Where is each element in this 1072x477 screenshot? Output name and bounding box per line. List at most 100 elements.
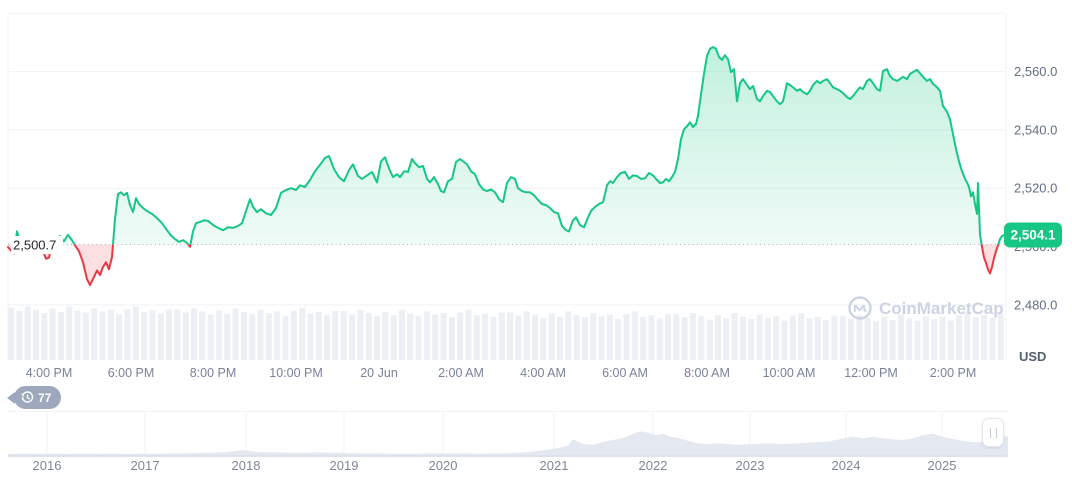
history-count-badge[interactable]: 77 — [6, 386, 62, 409]
x-tick-label: 12:00 PM — [844, 366, 898, 380]
volume-bar — [906, 318, 913, 360]
x-axis-labels: 4:00 PM 6:00 PM 8:00 PM 10:00 PM 20 Jun 2:00 … — [0, 366, 1072, 384]
volume-bar — [781, 320, 788, 360]
coinmarketcap-watermark: CoinMarketCap — [848, 296, 1004, 320]
volume-bar — [473, 315, 480, 360]
area-fill-up — [8, 47, 1005, 245]
volume-bar — [690, 313, 697, 360]
volume-bar — [232, 308, 239, 360]
volume-bar — [382, 311, 389, 360]
volume-bar — [91, 308, 98, 360]
area-fill-down — [8, 244, 1005, 285]
volume-bar — [723, 318, 730, 360]
volume-bar — [956, 315, 963, 360]
price-series — [7, 46, 1006, 286]
minimap-area — [8, 431, 1008, 457]
volume-bar — [99, 311, 106, 360]
volume-bar — [964, 312, 971, 360]
previous-close-label: 2,500.7 — [11, 236, 63, 254]
y-tick-label: 2,520.0 — [1014, 181, 1057, 196]
year-label: 2017 — [130, 458, 160, 473]
history-clock-icon — [21, 391, 34, 403]
volume-bar — [523, 311, 530, 360]
volume-bar — [182, 312, 189, 360]
volume-bar — [714, 315, 721, 360]
volume-bar — [465, 309, 472, 360]
volume-bar — [981, 315, 988, 360]
volume-bar — [606, 314, 613, 360]
volume-bar — [116, 314, 123, 360]
volume-bar — [299, 308, 306, 360]
date-range-scrubber[interactable] — [8, 411, 1008, 457]
volume-bar — [997, 313, 1004, 360]
volume-bar — [548, 313, 555, 360]
volume-bar — [531, 314, 538, 360]
x-tick-label: 4:00 PM — [25, 366, 73, 380]
volume-bar — [972, 317, 979, 360]
currency-unit-label: USD — [1019, 349, 1046, 362]
volume-bar — [315, 311, 322, 360]
minimap-chart — [8, 413, 1008, 457]
volume-bar — [706, 319, 713, 360]
volume-bar — [839, 315, 846, 360]
volume-bar — [274, 311, 281, 360]
x-tick-label: 4:00 AM — [520, 366, 566, 380]
y-tick-label: 2,540.0 — [1014, 122, 1057, 137]
y-tick-label: 2,480.0 — [1014, 297, 1057, 312]
scrubber-right-handle[interactable] — [982, 418, 1004, 447]
year-label: 2020 — [428, 458, 458, 473]
volume-bar — [573, 315, 580, 360]
volume-bar — [324, 315, 331, 360]
volume-bar — [748, 319, 755, 360]
volume-bar — [207, 314, 214, 360]
volume-bar — [174, 309, 181, 360]
volume-bar — [141, 311, 148, 360]
volume-bar — [922, 316, 929, 360]
volume-bar — [224, 313, 231, 360]
x-tick-label: 2:00 PM — [929, 366, 977, 380]
volume-bar — [789, 315, 796, 360]
price-line-up — [14, 46, 1006, 245]
x-tick-label: 8:00 AM — [684, 366, 730, 380]
volume-bar — [41, 313, 48, 360]
volume-bar — [282, 315, 289, 360]
volume-bar — [764, 317, 771, 360]
volume-bar — [698, 316, 705, 360]
volume-bar — [673, 314, 680, 360]
volume-bar — [448, 317, 455, 360]
price-chart[interactable]: CoinMarketCap 2,500.7 2,560.0 2,540.0 2,52… — [0, 0, 1072, 362]
volume-bar — [581, 317, 588, 360]
volume-bar — [432, 314, 439, 360]
minimap-baseline-strip — [8, 454, 1008, 457]
volume-bar — [731, 313, 738, 360]
year-label: 2023 — [735, 458, 765, 473]
x-tick-label: 10:00 AM — [762, 366, 816, 380]
volume-bar — [806, 318, 813, 360]
x-tick-label: 20 Jun — [360, 366, 398, 380]
volume-bar — [340, 310, 347, 360]
coinmarketcap-logo-icon — [848, 296, 872, 320]
volume-bar — [265, 313, 272, 360]
year-label: 2018 — [231, 458, 261, 473]
volume-bar — [415, 315, 422, 360]
volume-bar — [507, 312, 514, 360]
volume-bar — [989, 317, 996, 360]
volume-bar — [74, 310, 81, 360]
x-tick-label: 8:00 PM — [189, 366, 237, 380]
volume-bar — [33, 309, 40, 360]
year-label: 2016 — [32, 458, 62, 473]
svg-text:2,500.7: 2,500.7 — [13, 238, 56, 253]
volume-bar — [947, 320, 954, 360]
volume-bar — [831, 315, 838, 360]
volume-bar — [856, 314, 863, 360]
volume-bar — [914, 320, 921, 360]
volume-bar — [590, 313, 597, 360]
drag-grip-icon — [989, 427, 997, 438]
year-label: 2021 — [539, 458, 569, 473]
volume-bar — [24, 306, 31, 360]
svg-text:2,504.1: 2,504.1 — [1010, 228, 1056, 243]
volume-bar — [773, 316, 780, 360]
volume-bar — [257, 309, 264, 360]
volume-bar — [814, 316, 821, 360]
x-tick-label: 6:00 AM — [602, 366, 648, 380]
